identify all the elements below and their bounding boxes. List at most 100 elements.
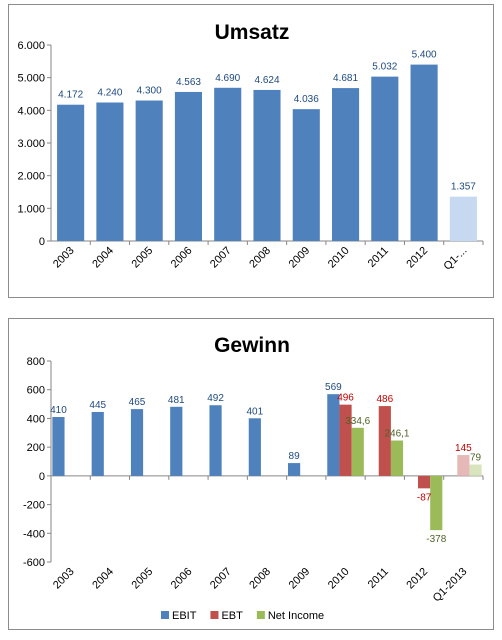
bar-ebit [248,418,261,476]
x-tick-label: 2006 [169,566,195,592]
data-label: 569 [325,382,342,393]
y-tick-label: 5.000 [17,73,45,85]
bar-ebit [288,463,301,476]
data-label: 4.240 [97,87,122,98]
x-tick-label: Q1-2013 [431,566,470,605]
legend-swatch [161,611,169,619]
y-tick-label: 3.000 [17,138,45,150]
data-label: 481 [168,395,185,406]
y-tick-label: 1.000 [17,203,45,215]
x-tick-label: 2005 [130,566,156,592]
x-tick-label: 2009 [287,245,313,271]
legend-swatch [256,611,265,619]
y-tick-label: 200 [27,442,45,454]
bar-ebt [457,455,470,476]
x-tick-label: 2008 [247,245,273,271]
x-tick-label: 2004 [90,566,116,592]
data-label: 496 [337,393,354,404]
y-tick-label: 600 [27,385,45,397]
data-label: 89 [289,451,301,462]
chart-title: Umsatz [215,21,290,44]
legend-swatch [210,611,219,619]
legend-label: Net Income [268,610,324,622]
data-label: 4.172 [58,90,83,101]
bar [135,100,163,242]
data-label: 4.300 [137,86,162,97]
bar [253,89,281,241]
data-label: 492 [207,393,224,404]
x-tick-label: 2010 [326,245,352,271]
x-tick-label: 2006 [169,245,195,271]
x-tick-label: 2007 [208,245,234,271]
data-label: 410 [50,405,67,416]
y-tick-label: 4.000 [17,105,45,117]
bar [410,64,438,241]
bar-ebit [52,416,65,476]
x-tick-label: 2005 [130,245,156,271]
x-tick-label: 2003 [51,245,77,271]
y-tick-label: 800 [27,356,45,368]
y-tick-label: 0 [39,236,45,248]
data-label: 486 [376,394,393,405]
data-label: 1.357 [451,182,476,193]
bar [96,102,124,241]
bar-ebit [91,411,104,476]
bar-ebt [418,475,431,489]
data-label: 4.036 [294,94,319,105]
bar [371,76,399,241]
data-label: -378 [426,534,446,545]
bar-ebt [378,406,391,476]
data-label: 145 [455,443,472,454]
data-label: 5.400 [412,50,437,61]
bar [174,91,203,241]
y-tick-label: -600 [23,557,45,569]
data-label: 4.624 [254,75,279,86]
data-label: 4.681 [333,73,358,84]
y-tick-label: -200 [23,500,45,512]
bar [57,104,85,242]
bar-net-income [351,427,364,476]
x-tick-label: 2003 [51,566,77,592]
bar-net-income [430,475,443,531]
bar-ebt [339,404,352,476]
data-label: 246,1 [384,429,409,440]
y-tick-label: 6.000 [17,40,45,52]
x-tick-label: 2010 [326,566,352,592]
gewinn-chart-panel: Gewinn 410 445 465 481 492 401 89 569 496 334,6 48… [8,318,494,630]
y-tick-label: 400 [27,413,45,425]
data-label: 465 [129,397,146,408]
x-tick-label: 2007 [208,566,234,592]
data-label: 4.690 [215,73,240,84]
x-tick-label: 2011 [366,566,391,591]
bar-net-income [390,440,404,476]
bar [449,196,477,241]
bar [214,87,242,241]
data-label: 401 [246,406,263,417]
data-label: 445 [89,400,106,411]
x-tick-label: 2009 [287,566,313,592]
chart-title: Gewinn [214,334,290,357]
bar [292,109,320,241]
bar-ebit [209,405,222,476]
y-tick-label: -400 [23,528,45,540]
x-tick-label: 2012 [404,566,430,592]
umsatz-chart-panel: Umsatz 4.172 4.240 4.300 4.563 4.690 4.624 4.0… [8,4,494,298]
x-tick-label: 2004 [90,245,116,271]
bar-ebit [327,394,340,476]
legend-label: EBT [221,610,243,622]
x-tick-label: 2008 [247,566,273,592]
legend-label: EBIT [172,610,197,622]
bar-ebit [130,409,144,476]
data-label: 5.032 [372,62,397,73]
x-tick-label: Q1-... [442,245,470,273]
data-label: 334,6 [345,416,370,427]
y-tick-label: 2.000 [17,171,45,183]
bar-ebit [170,406,183,476]
data-label: 79 [470,453,482,464]
x-tick-label: 2011 [366,245,391,270]
x-tick-label: 2012 [404,245,430,271]
umsatz-chart: Umsatz 4.172 4.240 4.300 4.563 4.690 4.624 4.0… [17,21,484,273]
bar [331,88,360,241]
bar-net-income [469,464,482,476]
